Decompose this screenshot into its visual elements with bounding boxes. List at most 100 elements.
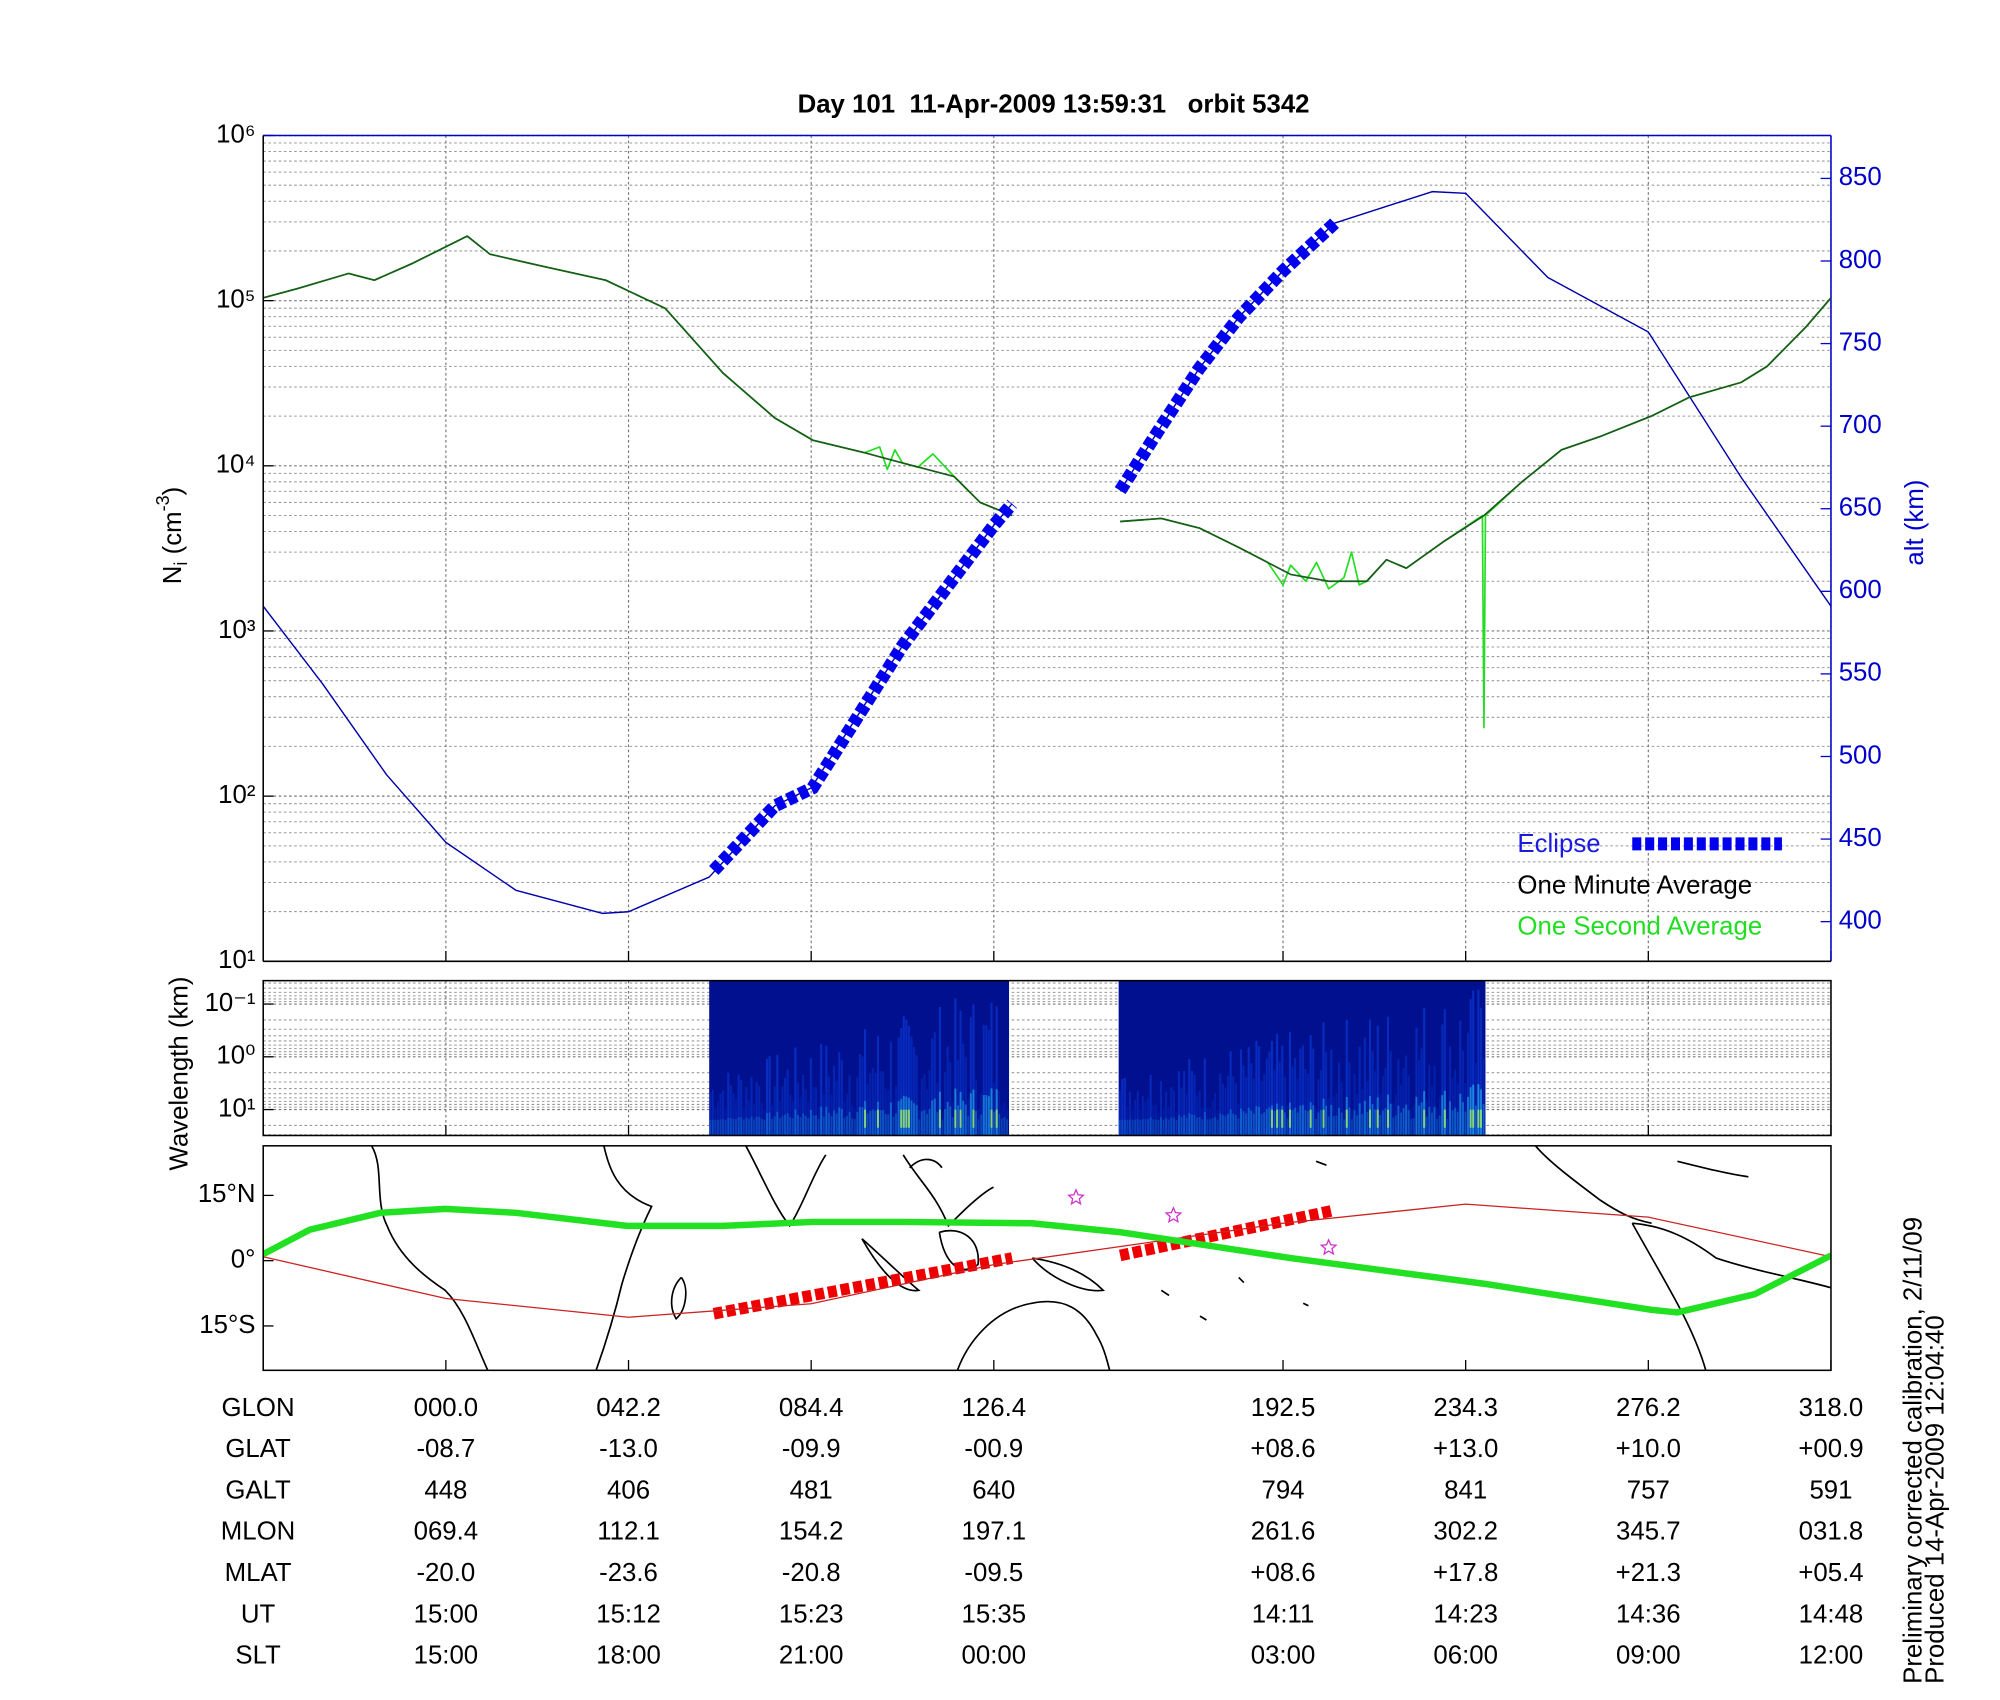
spectrogram-stripe bbox=[784, 1114, 787, 1136]
spectrogram-stripe bbox=[794, 1047, 797, 1136]
spectrogram-stripe bbox=[1234, 1114, 1237, 1136]
spectrogram-stripe bbox=[1265, 1058, 1268, 1136]
table-cell: 00:00 bbox=[962, 1642, 1027, 1670]
spectrogram-stripe bbox=[771, 1105, 774, 1136]
spectrogram-stripe bbox=[1211, 1118, 1214, 1136]
spectrogram-stripe bbox=[884, 1087, 887, 1136]
spectrogram-stripe bbox=[815, 1115, 818, 1136]
spectrogram-stripe bbox=[1198, 1090, 1201, 1136]
spectrogram-stripe bbox=[1307, 1073, 1310, 1136]
legend-label: One Second Average bbox=[1517, 913, 1762, 941]
spectrogram-stripe bbox=[900, 1028, 903, 1136]
spectrogram-stripe bbox=[1477, 1109, 1480, 1128]
spectrogram-stripe bbox=[1162, 1107, 1165, 1136]
spectrogram-stripe bbox=[763, 1119, 766, 1136]
y2-tick-label: 450 bbox=[1839, 824, 1882, 852]
spectrogram-stripe bbox=[869, 1110, 872, 1136]
spectrogram-stripe bbox=[1265, 1109, 1268, 1136]
spectrogram-stripe bbox=[714, 1119, 717, 1136]
spectrogram-stripe bbox=[809, 1109, 812, 1136]
spectrogram-stripe bbox=[858, 1106, 861, 1136]
trace-line bbox=[263, 1205, 1831, 1316]
spectrogram-stripe bbox=[1167, 1106, 1170, 1136]
y-tick-label: 10⁵ bbox=[216, 285, 255, 313]
spectrogram-stripe bbox=[905, 1019, 908, 1136]
spectrogram-stripe bbox=[750, 1077, 753, 1136]
spectrogram-stripe bbox=[967, 1115, 970, 1136]
spectrogram-stripe bbox=[1371, 1104, 1374, 1136]
spectrogram-stripe bbox=[1003, 1101, 1006, 1136]
table-cell: -20.8 bbox=[782, 1559, 841, 1587]
spectrogram-stripe bbox=[776, 1111, 779, 1136]
spectrogram-stripe bbox=[1433, 1107, 1436, 1136]
y-tick-label: 10⁴ bbox=[216, 451, 256, 479]
spectrogram-stripe bbox=[913, 1103, 916, 1136]
spectrogram-stripe bbox=[716, 1102, 720, 1136]
spectrogram-stripe bbox=[719, 1093, 722, 1136]
table-cell: 640 bbox=[972, 1476, 1015, 1504]
spectrogram-stripe bbox=[1250, 1063, 1253, 1136]
y2-tick-label: 850 bbox=[1839, 163, 1882, 191]
spectrogram-stripe bbox=[895, 1113, 898, 1136]
spectrogram-stripe bbox=[925, 1113, 929, 1136]
spectrogram-stripe bbox=[838, 1052, 841, 1136]
spectrogram-stripe bbox=[1203, 1058, 1206, 1136]
spectrogram-stripe bbox=[822, 1116, 825, 1136]
table-cell: 03:00 bbox=[1251, 1642, 1316, 1670]
spectrogram-stripe bbox=[1356, 1115, 1359, 1136]
spectrogram-stripe bbox=[889, 1102, 892, 1136]
panel-frame bbox=[262, 979, 1832, 1137]
spectrogram-stripe bbox=[938, 1007, 941, 1136]
spectrogram-stripe bbox=[719, 1119, 722, 1136]
spectrogram-stripe bbox=[781, 1116, 784, 1136]
spectrogram-stripe bbox=[802, 1075, 805, 1136]
y2-tick-label: 800 bbox=[1839, 246, 1882, 274]
spectrogram-stripe bbox=[936, 1112, 939, 1136]
spectrogram-stripe bbox=[1172, 1117, 1175, 1136]
spectrogram-stripe bbox=[1255, 1106, 1258, 1136]
table-cell: +17.8 bbox=[1433, 1559, 1498, 1587]
spectrogram-stripe bbox=[1358, 1046, 1361, 1136]
spectrogram-stripe bbox=[995, 1109, 998, 1128]
spectrogram-stripe bbox=[869, 1073, 872, 1136]
table-cell: -23.6 bbox=[599, 1559, 658, 1587]
spectrogram-stripe bbox=[1340, 1082, 1343, 1136]
spectrogram-stripe bbox=[1301, 1045, 1304, 1136]
spectrogram-stripe bbox=[1436, 1108, 1439, 1136]
spectrogram-stripe bbox=[732, 1118, 735, 1136]
spectrogram-stripe bbox=[1141, 1119, 1144, 1136]
spectrogram-stripe bbox=[1459, 1093, 1462, 1136]
spectrogram-stripe bbox=[936, 1083, 939, 1136]
spectrogram-stripe bbox=[1425, 1116, 1428, 1136]
spectrogram-stripe bbox=[786, 1069, 789, 1136]
spectrogram-stripe bbox=[1415, 1096, 1418, 1136]
spectrogram-stripe bbox=[918, 1109, 921, 1136]
spectrogram-stripe bbox=[1345, 1109, 1348, 1128]
y-axis-label-part: ) bbox=[159, 487, 187, 496]
spectrogram-stripe bbox=[765, 1113, 769, 1136]
spectrogram-stripe bbox=[1374, 1071, 1377, 1136]
spectrogram-stripe bbox=[1144, 1101, 1147, 1136]
spectrogram-stripe bbox=[1428, 1064, 1431, 1136]
spectrogram-stripe bbox=[789, 1094, 792, 1136]
table-row-label: GLAT bbox=[225, 1435, 291, 1463]
spectrogram-stripe bbox=[1319, 1110, 1322, 1136]
spectrogram-stripe bbox=[1467, 1096, 1470, 1136]
spectrogram-stripe bbox=[778, 1118, 781, 1136]
spectrogram-stripe bbox=[895, 1086, 898, 1136]
spectrogram-stripe bbox=[928, 1108, 931, 1136]
spectrogram-stripe bbox=[1123, 1077, 1126, 1136]
coast-borneo bbox=[938, 1229, 979, 1271]
spectrogram-stripe bbox=[975, 1110, 978, 1136]
spectrogram-stripe bbox=[1317, 1112, 1320, 1136]
spectrogram-stripe bbox=[1134, 1119, 1137, 1136]
spectrogram-stripe bbox=[1152, 1105, 1155, 1136]
y-tick-label: 10² bbox=[218, 781, 256, 809]
spectrogram-stripe bbox=[1361, 1088, 1364, 1136]
spectrogram-stripe bbox=[1291, 1066, 1294, 1136]
spectrogram-stripe bbox=[1214, 1116, 1217, 1136]
spectrogram-stripe bbox=[1348, 1062, 1351, 1136]
spectrogram-stripe bbox=[1144, 1119, 1147, 1136]
y-axis-label: Ni (cm-3) bbox=[153, 487, 191, 584]
spectrogram-stripe bbox=[923, 1074, 926, 1136]
